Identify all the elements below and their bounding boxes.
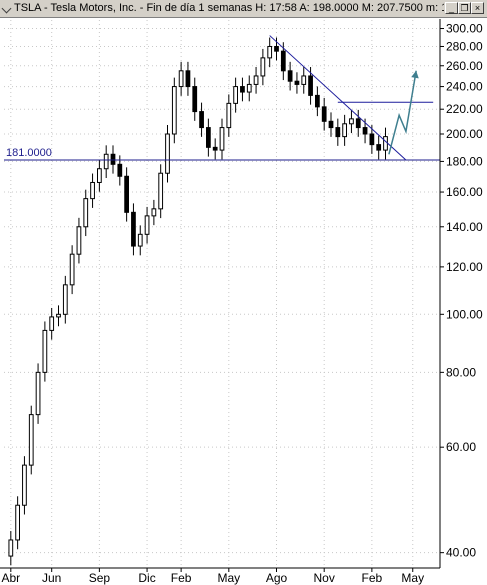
candle-body: [342, 123, 347, 138]
x-tick-label: Sep: [89, 571, 111, 585]
candle-body: [56, 313, 61, 318]
candle-body: [117, 163, 123, 177]
candle-body: [383, 136, 388, 151]
candle-body: [42, 329, 48, 373]
candle-body: [35, 371, 41, 416]
level-line-label: 181.0000: [6, 147, 52, 159]
projection-arrow-head: [411, 70, 419, 79]
candle-body: [15, 504, 20, 541]
y-tick-label: 200.00: [446, 127, 483, 141]
candle-body: [90, 181, 95, 200]
candle-body: [267, 45, 273, 59]
x-tick-label: Feb: [171, 571, 192, 585]
x-tick-label: Nov: [314, 571, 335, 585]
chart-axes: 40.00 60.00 80.00 100.00 120.00 140.00 160.00 1…: [0, 19, 483, 585]
candle-body: [369, 133, 375, 146]
chart-annotations: 181.0000: [4, 35, 440, 161]
y-tick-label: 240.00: [446, 80, 483, 94]
candle-body: [246, 83, 252, 93]
candle-body: [137, 233, 143, 247]
chart-grid: [4, 20, 440, 568]
y-tick-label: 300.00: [446, 22, 483, 36]
candle-body: [131, 211, 136, 247]
candle-body: [328, 120, 334, 129]
candle-body: [151, 208, 157, 217]
candle-body: [226, 102, 232, 129]
candle-body: [301, 75, 307, 85]
candle-body: [165, 133, 170, 174]
y-tick-label: 100.00: [446, 307, 483, 321]
candle-body: [219, 127, 225, 151]
x-tick-label: May: [401, 571, 424, 585]
candle-body: [287, 70, 293, 82]
x-tick-label: Ago: [266, 571, 288, 585]
window-title: TSLA - Tesla Motors, Inc. - Fin de día 1…: [14, 2, 444, 14]
candle-body: [280, 50, 286, 72]
candle-body: [315, 94, 320, 108]
candle-body: [103, 153, 109, 170]
candle-body: [110, 153, 116, 165]
candle-body: [8, 539, 14, 557]
candle-body: [49, 316, 55, 331]
candle-body: [185, 70, 191, 88]
candle-body: [178, 70, 184, 88]
x-tick-label: Abr: [1, 571, 20, 585]
candle-body: [22, 464, 27, 506]
x-tick-label: May: [217, 571, 240, 585]
candle-body: [260, 57, 266, 77]
candle-body: [240, 86, 245, 93]
y-tick-label: 40.00: [446, 546, 476, 560]
candle-body: [274, 45, 279, 52]
candle-body: [28, 414, 34, 466]
title-bar: TSLA - Tesla Motors, Inc. - Fin de día 1…: [0, 0, 487, 18]
candle-body: [199, 111, 204, 129]
y-tick-label: 140.00: [446, 220, 483, 234]
candle-body: [349, 118, 354, 125]
candle-body: [376, 144, 382, 151]
candle-body: [321, 106, 327, 122]
y-tick-label: 220.00: [446, 102, 483, 116]
candle-body: [362, 127, 368, 135]
candle-body: [83, 198, 89, 228]
candle-body: [355, 118, 361, 129]
projection-arrow: [388, 70, 417, 155]
y-tick-label: 80.00: [446, 365, 476, 379]
candle-body: [294, 80, 300, 85]
y-tick-label: 260.00: [446, 59, 483, 73]
x-tick-label: Jun: [42, 571, 61, 585]
candle-body: [206, 127, 211, 148]
candle-body: [124, 175, 129, 213]
candle-body: [233, 86, 238, 104]
restore-button[interactable]: ❐: [458, 2, 471, 14]
y-tick-label: 160.00: [446, 185, 483, 199]
candle-body: [253, 75, 259, 85]
candle-body: [212, 146, 218, 151]
x-tick-label: Dic: [138, 571, 155, 585]
x-tick-label: Feb: [362, 571, 383, 585]
candle-body: [308, 75, 313, 96]
candle-body: [171, 86, 177, 135]
candle-body: [335, 127, 341, 138]
candle-body: [97, 168, 102, 183]
candlestick-series: [8, 37, 388, 566]
y-tick-label: 180.00: [446, 154, 483, 168]
close-button[interactable]: ×: [471, 2, 484, 14]
candle-body: [158, 172, 164, 210]
candle-body: [144, 215, 150, 235]
candle-body: [192, 86, 198, 113]
y-tick-label: 120.00: [446, 260, 483, 274]
minimize-button[interactable]: _: [445, 2, 458, 14]
candle-body: [62, 284, 68, 315]
candle-body: [69, 253, 75, 286]
trend-line: [269, 35, 407, 161]
candle-body: [76, 226, 82, 255]
y-tick-label: 280.00: [446, 39, 483, 53]
y-tick-label: 60.00: [446, 440, 476, 454]
